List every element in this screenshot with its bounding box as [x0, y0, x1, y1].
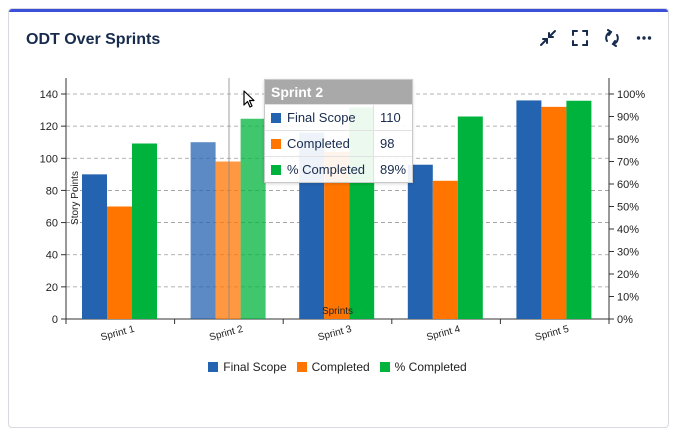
legend-item-pct-completed[interactable]: % Completed — [379, 360, 467, 374]
y-tick-label: 80 — [46, 185, 58, 197]
y2-tick-label: 0% — [617, 314, 633, 326]
y2-tick-label: 70% — [617, 157, 639, 169]
y-tick-label: 140 — [40, 89, 58, 101]
collapse-icon[interactable] — [538, 28, 558, 48]
y2-tick-label: 80% — [617, 134, 639, 146]
final-scope-swatch — [271, 112, 281, 123]
x-tick-label: Sprint 4 — [425, 324, 462, 344]
bar-final-scope — [190, 142, 216, 319]
legend-swatch — [379, 362, 390, 372]
legend-label: Final Scope — [223, 360, 287, 374]
y2-tick-label: 10% — [617, 292, 639, 304]
tooltip-value: 98 — [380, 136, 395, 151]
bar-final-scope — [516, 100, 542, 319]
y2-tick-label: 90% — [617, 112, 639, 124]
tooltip-value: 89% — [380, 162, 407, 177]
bar-completed — [566, 100, 592, 319]
bar-completed — [132, 143, 157, 319]
tooltip-title: Sprint 2 — [265, 80, 412, 104]
legend-label: Completed — [311, 360, 370, 374]
y-tick-label: 120 — [40, 121, 58, 133]
bar-completed — [541, 106, 567, 319]
fullscreen-icon[interactable] — [570, 28, 590, 48]
card-toolbar — [538, 28, 654, 48]
x-axis-label: Sprints — [322, 306, 353, 317]
y2-tick-label: 50% — [617, 202, 639, 214]
tooltip-label: % Completed — [287, 162, 366, 177]
bar-completed — [457, 116, 483, 319]
tooltip-label: Completed — [287, 136, 350, 151]
y-tick-label: 60 — [46, 218, 58, 230]
y-tick-label: 40 — [46, 250, 58, 262]
legend-label: % Completed — [394, 360, 467, 374]
y-axis-label: Story Points — [70, 171, 81, 225]
x-tick-label: Sprint 2 — [208, 324, 245, 344]
y-tick-label: 100 — [40, 153, 58, 165]
card-accent-bar — [9, 9, 668, 12]
legend-item-completed[interactable]: Completed — [296, 360, 370, 374]
refresh-icon[interactable] — [602, 28, 622, 48]
legend-swatch — [296, 362, 307, 372]
tooltip-row: Completed 98 — [265, 130, 412, 156]
y2-tick-label: 40% — [617, 224, 639, 236]
y2-tick-label: 30% — [617, 247, 639, 259]
x-tick-label: Sprint 5 — [534, 324, 571, 344]
legend-swatch — [208, 362, 219, 372]
chart-tooltip: Sprint 2 Final Scope 110 Completed 98 % … — [264, 79, 413, 183]
pct-completed-swatch — [271, 164, 281, 175]
tooltip-label: Final Scope — [287, 110, 356, 125]
bar-completed — [432, 180, 458, 319]
chart-legend: Final Scope Completed % Completed — [0, 360, 675, 374]
tooltip-row: Final Scope 110 — [265, 104, 412, 130]
y2-tick-label: 20% — [617, 269, 639, 281]
y-tick-label: 20 — [46, 282, 58, 294]
card-title: ODT Over Sprints — [26, 31, 161, 48]
legend-item-final-scope[interactable]: Final Scope — [208, 360, 287, 374]
bar-completed — [107, 206, 132, 319]
bar-final-scope — [407, 164, 433, 319]
completed-swatch — [271, 138, 281, 149]
mouse-cursor-icon — [243, 90, 255, 108]
y2-tick-label: 60% — [617, 179, 639, 191]
bar-final-scope — [82, 174, 107, 319]
y2-tick-label: 100% — [617, 89, 645, 101]
bar-completed — [240, 118, 266, 319]
tooltip-value: 110 — [380, 110, 401, 125]
x-tick-label: Sprint 3 — [317, 324, 354, 344]
tooltip-row: % Completed 89% — [265, 156, 412, 182]
more-icon[interactable] — [634, 28, 654, 48]
x-tick-label: Sprint 1 — [100, 324, 137, 344]
bar-completed — [215, 161, 241, 319]
y-tick-label: 0 — [52, 314, 58, 326]
